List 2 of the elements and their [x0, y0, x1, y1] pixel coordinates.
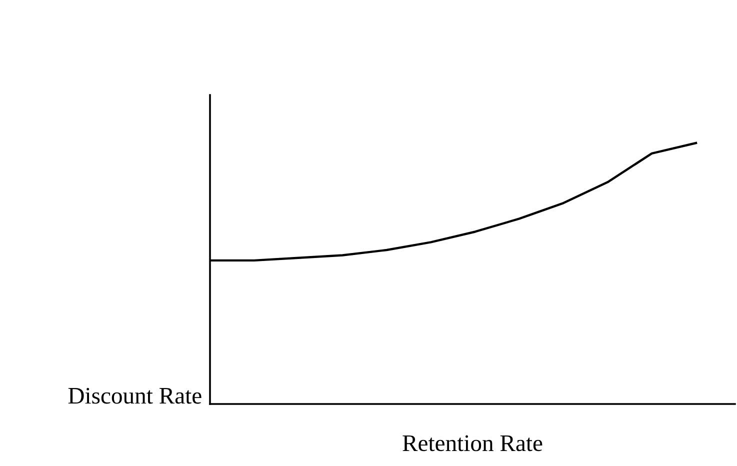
x-axis-title: Retention Rate [402, 435, 542, 452]
y-axis-title: Discount Rate [68, 388, 202, 404]
